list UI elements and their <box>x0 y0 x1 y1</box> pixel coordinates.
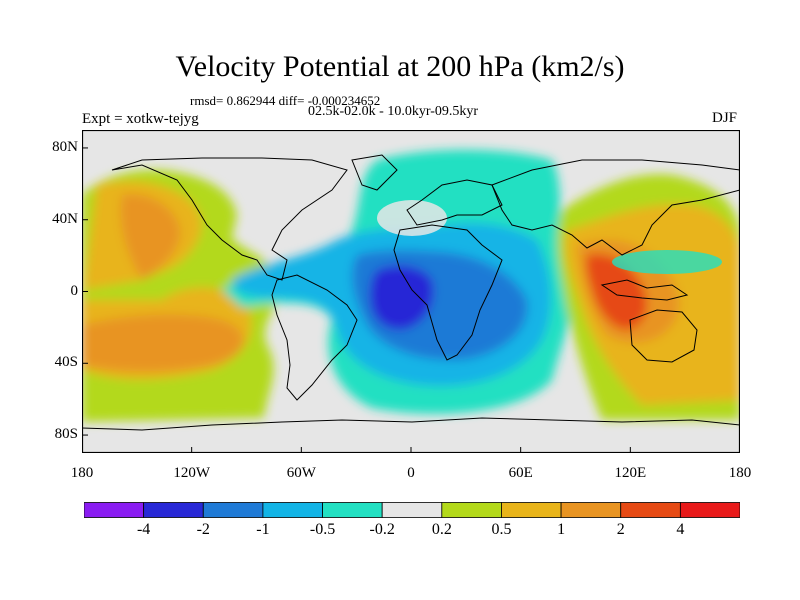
coastline-australia <box>629 309 698 363</box>
contour-negative-0.2-west-pacific <box>612 250 722 274</box>
contour-fields <box>82 149 740 422</box>
coastline-europe <box>406 179 503 226</box>
period-label: 02.5k-02.0k - 10.0kyr-09.5kyr <box>308 104 479 119</box>
lon-tick-label: 0 <box>407 465 415 481</box>
colorbar-swatch <box>441 502 502 518</box>
coastline-north-america <box>111 157 348 281</box>
lon-tick-label: 180 <box>728 465 752 481</box>
lon-tick-label: 120W <box>173 465 210 481</box>
colorbar-label: 4 <box>676 521 685 538</box>
coastlines <box>82 154 740 431</box>
contour-negative-2-atlantic <box>370 265 434 330</box>
colorbar-swatch <box>262 502 323 518</box>
lon-tick-label: 120E <box>614 465 647 481</box>
coastline-indonesia <box>600 279 689 301</box>
experiment-label: Expt = xotkw-tejyg <box>82 111 199 127</box>
colorbar-swatch <box>381 502 443 518</box>
colorbar-swatch <box>143 502 204 518</box>
colorbar-swatch <box>322 502 383 518</box>
lat-tick-label: 80S <box>54 426 78 443</box>
lat-tick-label: 40S <box>54 354 78 371</box>
colorbar-label: 0.2 <box>431 521 452 538</box>
colorbar-swatch <box>501 502 562 518</box>
lon-tick-label: 60E <box>508 465 533 481</box>
colorbar <box>84 502 740 518</box>
colorbar-label: -1 <box>256 521 270 538</box>
lat-tick-label: 0 <box>70 282 79 299</box>
colorbar-label: -0.5 <box>309 521 336 538</box>
chart-title: Velocity Potential at 200 hPa (km2/s) <box>175 50 625 83</box>
colorbar-label: -4 <box>136 521 151 538</box>
coastline-south-america <box>271 274 358 401</box>
colorbar-swatch <box>620 502 681 518</box>
contour-positive-2-west-pacific <box>586 254 647 330</box>
colorbar-label: -0.2 <box>369 521 395 538</box>
coastline-greenland <box>351 154 398 191</box>
lat-tick-label: 40N <box>52 210 78 227</box>
contour-positive-1-east-pacific <box>120 194 181 280</box>
colorbar-swatch <box>84 502 145 518</box>
map-ticks <box>82 147 740 453</box>
lon-tick-label: 180 <box>70 465 94 481</box>
colorbar-swatch <box>560 502 622 518</box>
stats-text: rmsd= 0.862944 diff= -0.000234652 <box>190 93 381 108</box>
velocity-potential-map <box>82 130 740 453</box>
colorbar-swatch <box>202 502 264 518</box>
colorbar-label: -2 <box>196 521 210 538</box>
coastline-africa <box>393 224 503 361</box>
season-label: DJF <box>712 110 738 126</box>
colorbar-label: 1 <box>557 521 566 538</box>
contour-positive-1-south-pacific <box>82 314 244 372</box>
coastline-antarctica <box>82 417 740 431</box>
lat-tick-label: 80N <box>52 138 78 155</box>
lon-tick-label: 60W <box>286 465 316 481</box>
colorbar-swatch <box>679 502 740 518</box>
colorbar-label: 2 <box>616 521 625 538</box>
colorbar-label: 0.5 <box>491 521 512 538</box>
coastline-asia <box>491 159 740 256</box>
